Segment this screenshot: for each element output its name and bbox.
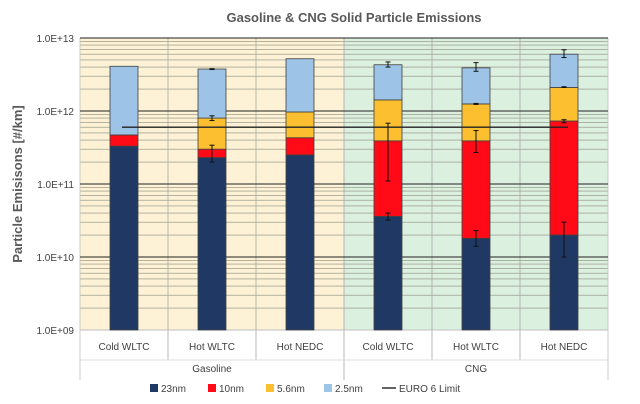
category-label: Hot WLTC [453, 342, 499, 353]
bar-segment-10nm [549, 120, 579, 236]
legend-label: 23nm [161, 384, 186, 395]
bar-segment-23nm [109, 145, 139, 331]
legend-swatch-5.6nm [266, 384, 274, 392]
bar-segment-23nm [285, 154, 315, 331]
bar-segment-5.6nm [549, 87, 579, 122]
bar-segment-2.5nm [549, 53, 579, 88]
legend-label: EURO 6 Limit [399, 384, 460, 395]
legend-swatch-10nm [208, 384, 216, 392]
legend-swatch-2.5nm [324, 384, 332, 392]
bar-segment-5.6nm [197, 117, 227, 150]
y-tick-label: 1.0E+13 [36, 34, 74, 45]
category-label: Hot WLTC [189, 342, 235, 353]
bar-segment-10nm [109, 134, 139, 147]
group-label: CNG [465, 364, 487, 375]
bar-segment-23nm [461, 237, 491, 331]
bar-segment-10nm [285, 137, 315, 156]
bar-segment-2.5nm [285, 58, 315, 113]
y-axis-label: Particle Emisisons [#/km] [10, 105, 25, 263]
y-tick-label: 1.0E+11 [37, 180, 74, 191]
bar-segment-10nm [461, 140, 491, 239]
group-label: Gasoline [192, 364, 232, 375]
bar-segment-2.5nm [461, 67, 491, 105]
bar-segment-5.6nm [285, 111, 315, 139]
legend-swatch-23nm [150, 384, 158, 392]
bar-segment-2.5nm [373, 64, 403, 101]
bar-segment-2.5nm [109, 65, 139, 136]
y-tick-label: 1.0E+09 [36, 326, 74, 337]
category-label: Hot NEDC [277, 342, 324, 353]
legend-label: 10nm [219, 384, 244, 395]
y-tick-label: 1.0E+10 [36, 253, 74, 264]
legend-label: 2.5nm [335, 384, 363, 395]
bar-segment-23nm [373, 215, 403, 331]
category-label: Hot NEDC [541, 342, 588, 353]
category-label: Cold WLTC [363, 342, 414, 353]
bar-segment-23nm [197, 157, 227, 331]
category-label: Cold WLTC [99, 342, 150, 353]
bar-segment-2.5nm [197, 68, 227, 119]
legend-label: 5.6nm [277, 384, 305, 395]
chart-title: Gasoline & CNG Solid Particle Emissions [226, 10, 481, 25]
y-tick-label: 1.0E+12 [36, 107, 74, 118]
